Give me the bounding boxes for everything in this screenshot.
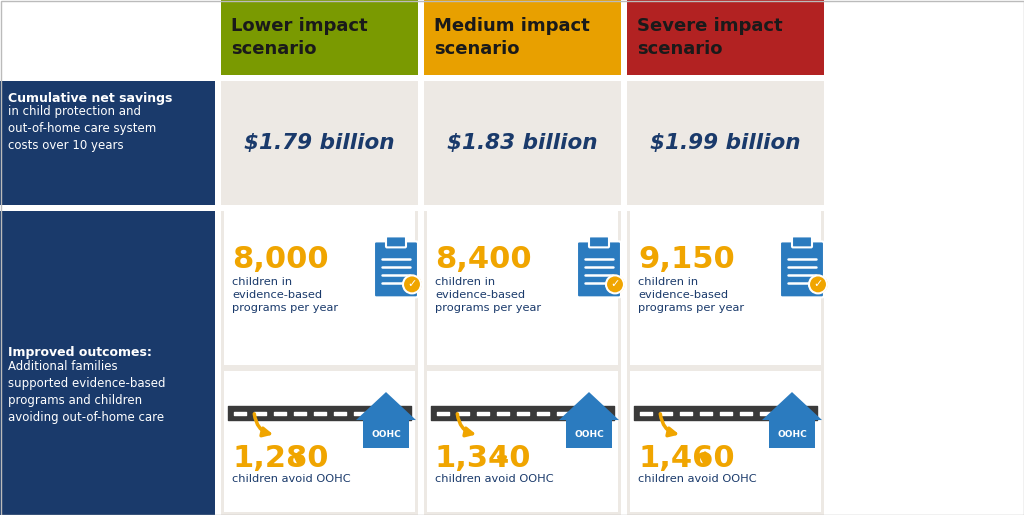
FancyBboxPatch shape <box>0 211 215 515</box>
FancyBboxPatch shape <box>577 242 621 297</box>
FancyBboxPatch shape <box>424 81 621 205</box>
Text: in child protection and
out-of-home care system
costs over 10 years: in child protection and out-of-home care… <box>8 105 157 152</box>
Text: OOHC: OOHC <box>777 430 807 439</box>
FancyBboxPatch shape <box>630 371 821 512</box>
FancyBboxPatch shape <box>221 81 418 205</box>
Text: 1,280: 1,280 <box>232 444 329 473</box>
Polygon shape <box>356 392 416 420</box>
Text: Cumulative net savings: Cumulative net savings <box>8 92 172 105</box>
Text: OOHC: OOHC <box>574 430 604 439</box>
Text: OOHC: OOHC <box>371 430 400 439</box>
FancyBboxPatch shape <box>769 420 815 448</box>
Text: 1,460: 1,460 <box>638 444 734 473</box>
Text: children avoid OOHC: children avoid OOHC <box>638 474 757 484</box>
Text: children avoid OOHC: children avoid OOHC <box>435 474 554 484</box>
FancyBboxPatch shape <box>424 211 621 515</box>
Circle shape <box>403 276 421 294</box>
Text: $1.79 billion: $1.79 billion <box>245 133 394 153</box>
FancyBboxPatch shape <box>224 211 415 365</box>
FancyBboxPatch shape <box>566 420 612 448</box>
Text: 1,340: 1,340 <box>435 444 531 473</box>
FancyBboxPatch shape <box>386 236 406 247</box>
FancyBboxPatch shape <box>780 242 824 297</box>
Circle shape <box>606 276 624 294</box>
Text: Improved outcomes:: Improved outcomes: <box>8 346 152 359</box>
Text: Additional families
supported evidence-based
programs and children
avoiding out-: Additional families supported evidence-b… <box>8 360 166 424</box>
FancyBboxPatch shape <box>427 371 618 512</box>
FancyBboxPatch shape <box>362 420 409 448</box>
FancyBboxPatch shape <box>424 0 621 75</box>
FancyBboxPatch shape <box>589 236 609 247</box>
FancyBboxPatch shape <box>792 236 812 247</box>
Polygon shape <box>559 392 618 420</box>
FancyBboxPatch shape <box>627 211 824 515</box>
FancyBboxPatch shape <box>0 0 218 78</box>
Text: children in
evidence-based
programs per year: children in evidence-based programs per … <box>638 277 744 313</box>
Text: Lower impact
scenario: Lower impact scenario <box>231 18 368 58</box>
Text: 8,000: 8,000 <box>232 245 329 273</box>
FancyBboxPatch shape <box>0 81 215 205</box>
FancyBboxPatch shape <box>221 211 418 515</box>
Polygon shape <box>762 392 822 420</box>
FancyBboxPatch shape <box>627 0 824 75</box>
Text: 9,150: 9,150 <box>638 245 735 273</box>
Text: children avoid OOHC: children avoid OOHC <box>232 474 350 484</box>
Text: 8,400: 8,400 <box>435 245 531 273</box>
Text: children in
evidence-based
programs per year: children in evidence-based programs per … <box>435 277 541 313</box>
Text: $1.99 billion: $1.99 billion <box>650 133 801 153</box>
Text: Medium impact
scenario: Medium impact scenario <box>434 18 590 58</box>
FancyBboxPatch shape <box>627 81 824 205</box>
Text: $1.83 billion: $1.83 billion <box>447 133 598 153</box>
FancyBboxPatch shape <box>374 242 418 297</box>
FancyBboxPatch shape <box>224 371 415 512</box>
Text: ✓: ✓ <box>408 279 417 289</box>
Text: Severe impact
scenario: Severe impact scenario <box>637 18 782 58</box>
FancyBboxPatch shape <box>221 0 418 75</box>
Text: ✓: ✓ <box>813 279 822 289</box>
Text: ✓: ✓ <box>610 279 620 289</box>
Circle shape <box>809 276 827 294</box>
FancyBboxPatch shape <box>427 211 618 365</box>
FancyBboxPatch shape <box>630 211 821 365</box>
Text: children in
evidence-based
programs per year: children in evidence-based programs per … <box>232 277 338 313</box>
